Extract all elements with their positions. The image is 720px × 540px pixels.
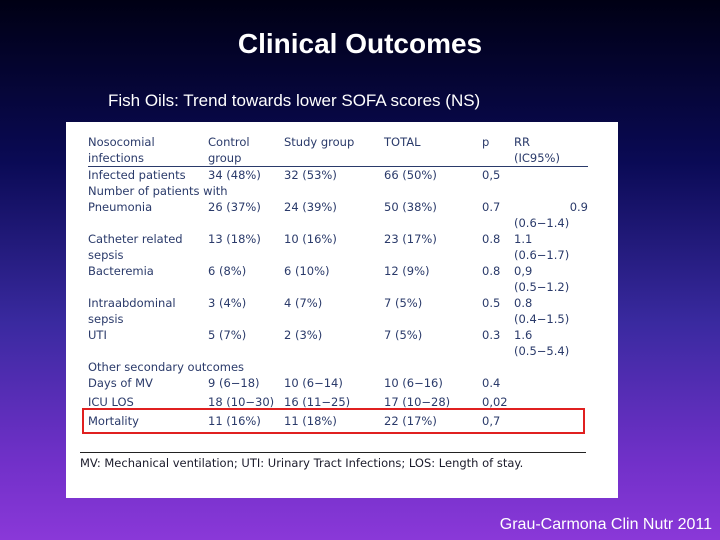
table-header-row: infections group (IC95%) (88, 150, 588, 167)
cell: (0.5−1.2) (514, 280, 570, 294)
cell: 0,9 (514, 264, 533, 278)
cell: 26 (37%) (208, 200, 261, 214)
cell: 0.9 (569, 200, 588, 214)
table-row: Catheter related 13 (18%) 10 (16%) 23 (1… (88, 231, 588, 247)
cell: 0,7 (482, 414, 501, 428)
cell: 18 (10−30) (208, 395, 275, 409)
outcomes-table-image: Nosocomial Control Study group TOTAL p R… (66, 122, 618, 498)
table-row: Number of patients with (88, 183, 588, 199)
row-label: ICU LOS (88, 395, 134, 409)
cell: 0.8 (482, 264, 501, 278)
table-row: (0.5−5.4) (88, 343, 588, 359)
cell: (0.6−1.7) (514, 248, 570, 262)
row-label: Intraabdominal (88, 296, 176, 310)
cell: 9 (6−18) (208, 376, 260, 390)
table-row: Mortality 11 (16%) 11 (18%) 22 (17%) 0,7 (88, 413, 588, 429)
table-row: (0.5−1.2) (88, 279, 588, 295)
header-cell: infections (88, 151, 144, 165)
cell: 17 (10−28) (384, 395, 451, 409)
table-row: Other secondary outcomes (88, 359, 588, 375)
icu-los-highlight-box (82, 408, 585, 434)
cell: 11 (18%) (284, 414, 337, 428)
header-cell: RR (514, 135, 530, 149)
cell: 50 (38%) (384, 200, 437, 214)
cell: 0,02 (482, 395, 508, 409)
cell: 0.8 (482, 232, 501, 246)
table-row: Intraabdominal 3 (4%) 4 (7%) 7 (5%) 0.5 … (88, 295, 588, 311)
cell: 10 (16%) (284, 232, 337, 246)
cell: 1.6 (514, 328, 533, 342)
row-label: Other secondary outcomes (88, 360, 245, 374)
header-cell: Study group (284, 135, 355, 149)
table-row: (0.6−1.4) (88, 215, 588, 231)
row-label: sepsis (88, 248, 124, 262)
cell: 0,5 (482, 168, 501, 182)
cell: 10 (6−16) (384, 376, 443, 390)
row-label: Pneumonia (88, 200, 153, 214)
table-row: Pneumonia 26 (37%) 24 (39%) 50 (38%) 0.7… (88, 199, 588, 215)
cell: 22 (17%) (384, 414, 437, 428)
row-label: sepsis (88, 312, 124, 326)
table-bottom-rule (80, 452, 586, 453)
cell: (0.6−1.4) (514, 216, 570, 230)
cell: 0.8 (514, 296, 533, 310)
cell: 7 (5%) (384, 296, 423, 310)
cell: 7 (5%) (384, 328, 423, 342)
table-row: sepsis (0.4−1.5) (88, 311, 588, 327)
cell: 10 (6−14) (284, 376, 343, 390)
outcomes-table: Nosocomial Control Study group TOTAL p R… (88, 134, 588, 429)
cell: 16 (11−25) (284, 395, 351, 409)
slide-subtitle: Fish Oils: Trend towards lower SOFA scor… (108, 91, 481, 110)
row-label: Bacteremia (88, 264, 154, 278)
cell: 2 (3%) (284, 328, 323, 342)
citation: Grau-Carmona Clin Nutr 2011 (499, 516, 712, 533)
row-label: Days of MV (88, 376, 153, 390)
cell: 32 (53%) (284, 168, 337, 182)
header-cell: TOTAL (384, 135, 421, 149)
row-label: Number of patients with (88, 184, 228, 198)
cell: 0.4 (482, 376, 501, 390)
cell: 23 (17%) (384, 232, 437, 246)
cell: 6 (8%) (208, 264, 247, 278)
table-row: UTI 5 (7%) 2 (3%) 7 (5%) 0.3 1.6 (88, 327, 588, 343)
table-row: sepsis (0.6−1.7) (88, 247, 588, 263)
row-label: Catheter related (88, 232, 183, 246)
row-label: UTI (88, 328, 107, 342)
header-cell: Nosocomial (88, 135, 155, 149)
cell: 12 (9%) (384, 264, 430, 278)
cell: 6 (10%) (284, 264, 330, 278)
row-label: Infected patients (88, 168, 186, 182)
table-row: Bacteremia 6 (8%) 6 (10%) 12 (9%) 0.8 0,… (88, 263, 588, 279)
cell: 0.5 (482, 296, 501, 310)
header-cell: group (208, 151, 242, 165)
cell: 1.1 (514, 232, 533, 246)
cell: (0.5−5.4) (514, 344, 570, 358)
cell: 24 (39%) (284, 200, 337, 214)
cell: 66 (50%) (384, 168, 437, 182)
cell: 0.7 (482, 200, 501, 214)
table-row: ICU LOS 18 (10−30) 16 (11−25) 17 (10−28)… (88, 391, 588, 413)
cell: 13 (18%) (208, 232, 261, 246)
header-cell: (IC95%) (514, 151, 560, 165)
row-label: Mortality (88, 414, 139, 428)
cell: 34 (48%) (208, 168, 261, 182)
cell: 3 (4%) (208, 296, 247, 310)
cell: 11 (16%) (208, 414, 261, 428)
header-cell: p (482, 135, 490, 149)
cell: (0.4−1.5) (514, 312, 570, 326)
table-row: Infected patients 34 (48%) 32 (53%) 66 (… (88, 167, 588, 184)
cell: 5 (7%) (208, 328, 247, 342)
cell: 4 (7%) (284, 296, 323, 310)
cell: 0.3 (482, 328, 501, 342)
header-cell: Control (208, 135, 250, 149)
table-row: Days of MV 9 (6−18) 10 (6−14) 10 (6−16) … (88, 375, 588, 391)
slide-title: Clinical Outcomes (237, 28, 483, 59)
table-header-row: Nosocomial Control Study group TOTAL p R… (88, 134, 588, 150)
table-footnote: MV: Mechanical ventilation; UTI: Urinary… (80, 456, 524, 470)
